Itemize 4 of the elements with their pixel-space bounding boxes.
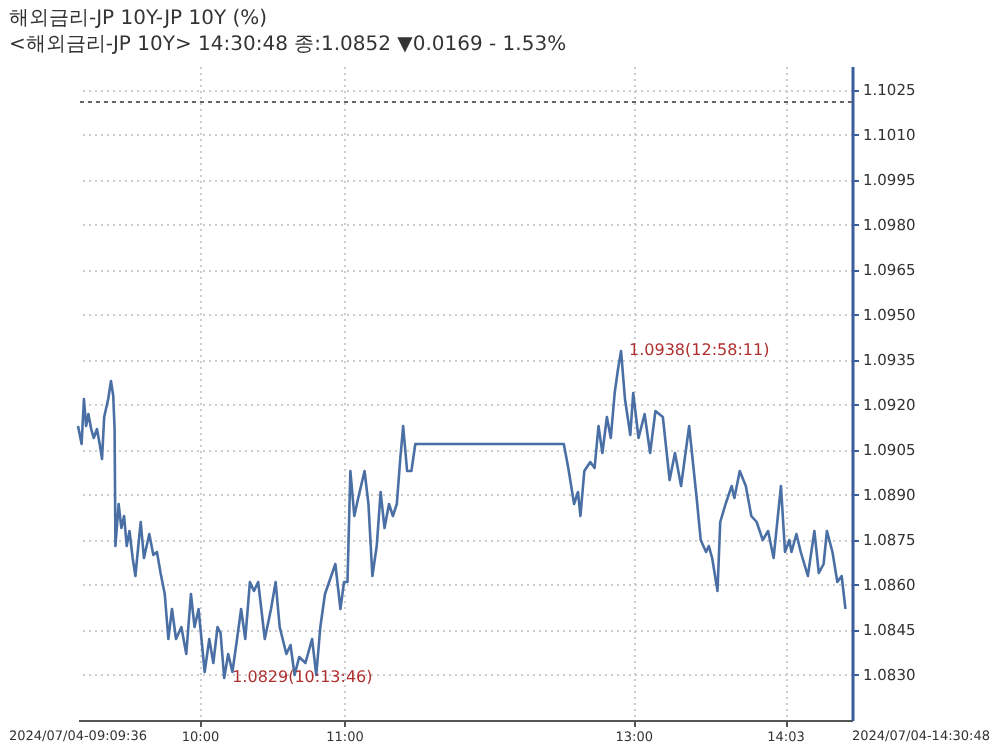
chart-title: 해외금리-JP 10Y-JP 10Y (%): [9, 8, 268, 30]
annotation: 1.0829(10:13:46): [232, 668, 373, 686]
annotation: 1.0938(12:58:11): [629, 341, 770, 359]
chart-subtitle: <해외금리-JP 10Y> 14:30:48 종:1.0852 ▼0.0169 - 1.53%: [9, 34, 567, 56]
